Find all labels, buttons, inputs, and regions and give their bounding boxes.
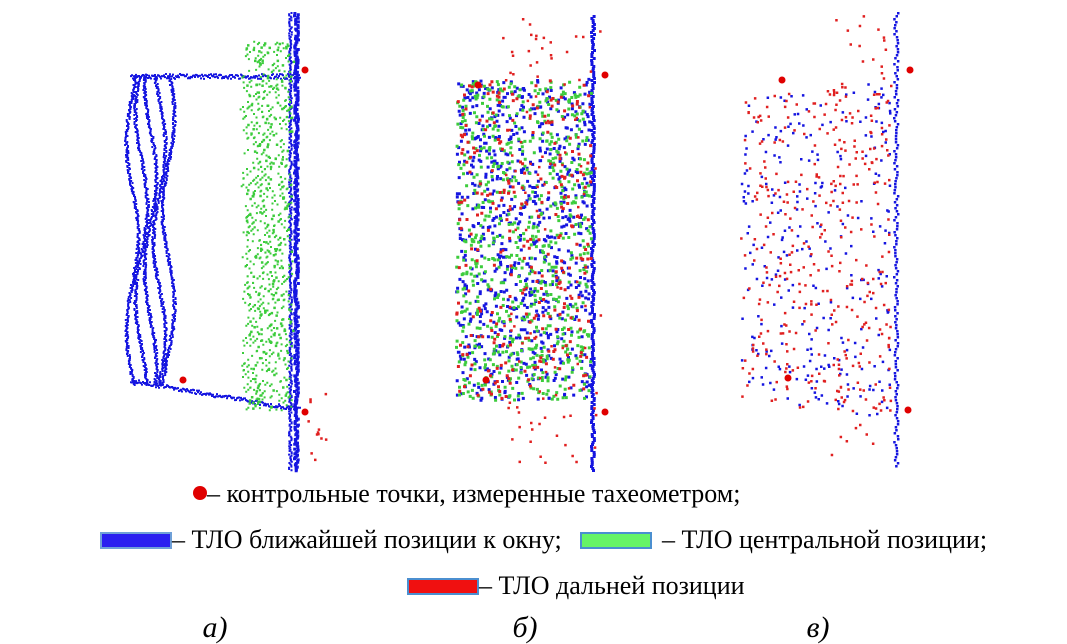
figure: – контрольные точки, измеренные тахеомет… [0,0,1067,644]
control-point [302,67,309,74]
control-point [779,77,786,84]
panel-label: б) [512,611,537,644]
control-point [905,407,912,414]
point-cloud [307,15,892,464]
point-clouds [124,12,913,472]
control-point [907,67,914,74]
legend-swatch-center [581,533,651,548]
legend-center: – ТЛО центральной позиции; [661,525,987,554]
control-point [602,72,609,79]
legend-near: – ТЛО ближайшей позиции к окну; [171,525,562,554]
control-point [302,409,309,416]
panel-label: в) [806,611,829,644]
legend-far: – ТЛО дальней позиции [478,571,745,600]
legend-marker-control [193,486,207,500]
legend-control: – контрольные точки, измеренные тахеомет… [206,479,740,508]
control-point [483,377,490,384]
control-point [475,82,482,89]
control-point [180,377,187,384]
control-point [602,409,609,416]
control-point [785,375,792,382]
legend-swatch-near [101,533,171,548]
legend-swatch-far [408,579,478,594]
panel-label: а) [203,611,228,644]
